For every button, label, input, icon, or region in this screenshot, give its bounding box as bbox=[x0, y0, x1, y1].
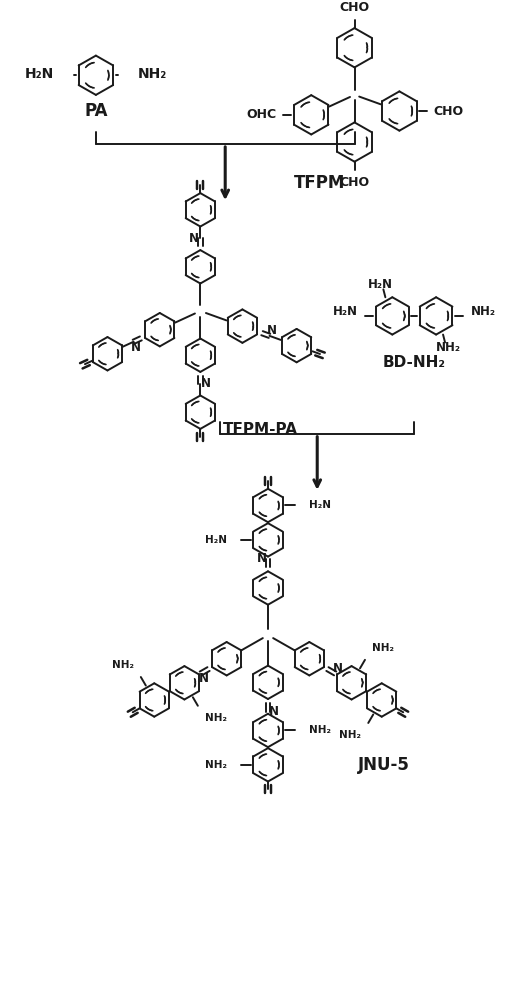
Text: N: N bbox=[269, 705, 279, 718]
Text: N: N bbox=[189, 232, 199, 245]
Text: NH₂: NH₂ bbox=[205, 713, 227, 723]
Text: N: N bbox=[257, 552, 267, 565]
Text: H₂N: H₂N bbox=[205, 535, 227, 545]
Text: NH₂: NH₂ bbox=[372, 643, 394, 653]
Text: BD-NH₂: BD-NH₂ bbox=[382, 355, 446, 370]
Text: NH₂: NH₂ bbox=[471, 305, 496, 318]
Text: TFPM: TFPM bbox=[294, 174, 345, 192]
Text: NH₂: NH₂ bbox=[435, 341, 461, 354]
Text: NH₂: NH₂ bbox=[205, 760, 227, 770]
Text: TFPM-PA: TFPM-PA bbox=[223, 422, 297, 437]
Text: OHC: OHC bbox=[247, 108, 277, 121]
Text: NH₂: NH₂ bbox=[309, 725, 331, 735]
Text: N: N bbox=[202, 377, 211, 390]
Text: PA: PA bbox=[84, 102, 107, 120]
Text: H₂N: H₂N bbox=[333, 305, 358, 318]
Text: JNU-5: JNU-5 bbox=[359, 756, 411, 774]
Text: N: N bbox=[333, 662, 343, 675]
Text: N: N bbox=[131, 341, 141, 354]
Text: N: N bbox=[267, 324, 277, 337]
Text: N: N bbox=[199, 672, 209, 685]
Text: CHO: CHO bbox=[434, 105, 464, 118]
Text: H₂N: H₂N bbox=[368, 278, 393, 291]
Text: CHO: CHO bbox=[340, 1, 370, 14]
Text: H₂N: H₂N bbox=[25, 67, 54, 81]
Text: NH₂: NH₂ bbox=[339, 730, 361, 740]
Text: H₂N: H₂N bbox=[309, 500, 331, 510]
Text: NH₂: NH₂ bbox=[112, 660, 134, 670]
Text: NH₂: NH₂ bbox=[138, 67, 167, 81]
Text: CHO: CHO bbox=[340, 176, 370, 189]
